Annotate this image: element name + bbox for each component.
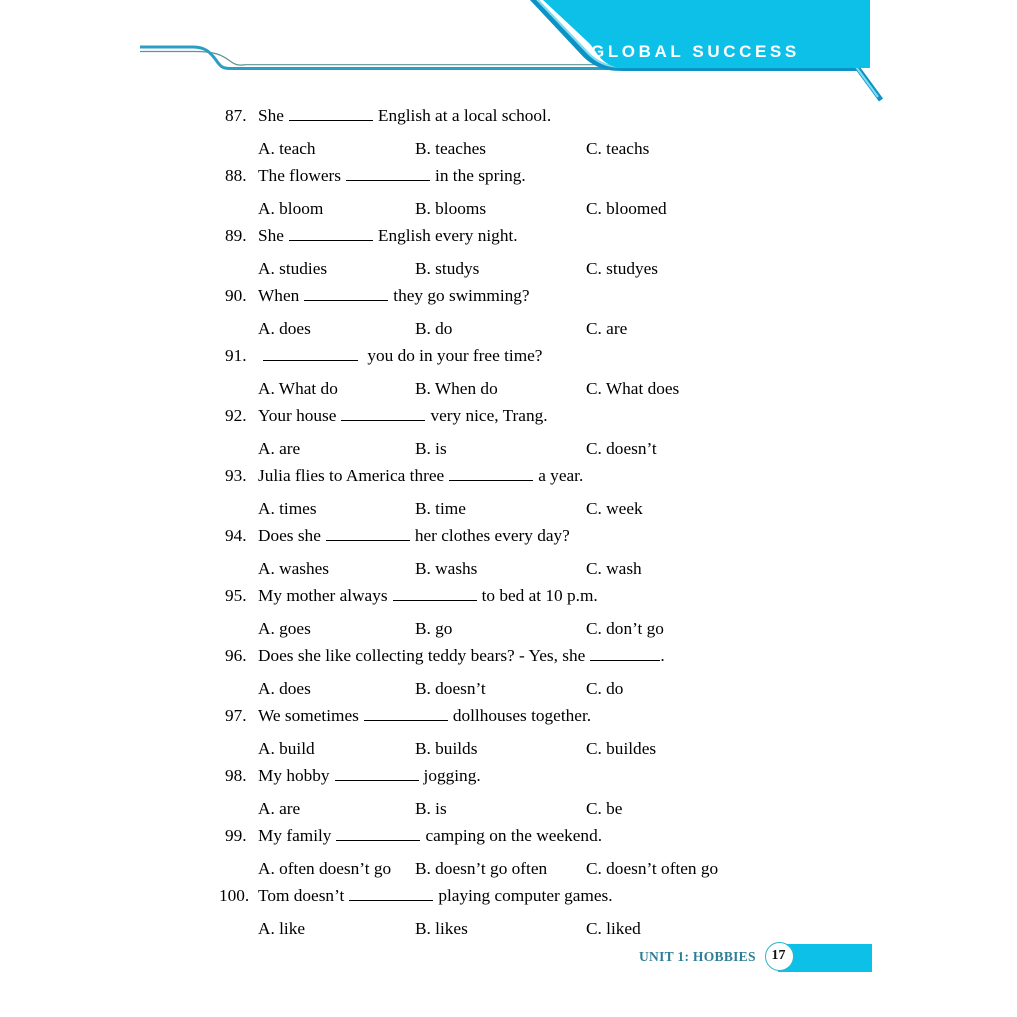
- svg-text:GLOBAL SUCCESS: GLOBAL SUCCESS: [591, 42, 800, 61]
